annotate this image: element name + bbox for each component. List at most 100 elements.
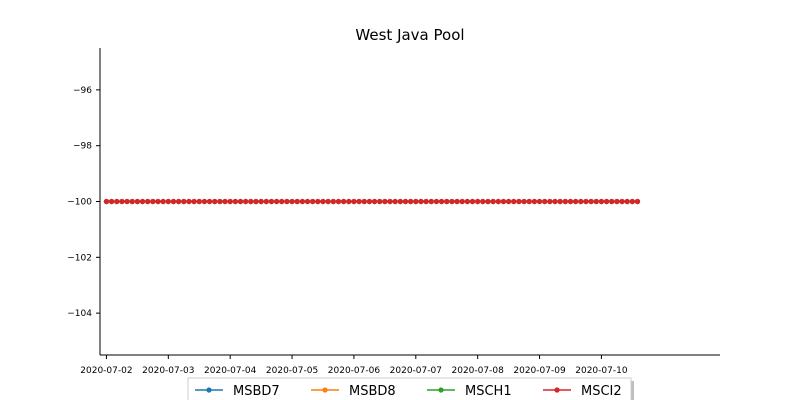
data-point: [526, 198, 532, 205]
data-point: [330, 198, 336, 205]
data-point: [268, 198, 275, 205]
data-point: [160, 198, 166, 205]
data-point: [397, 198, 403, 205]
data-point: [304, 198, 311, 205]
data-point: [109, 198, 115, 205]
data-point: [170, 198, 177, 205]
data-point: [341, 198, 347, 205]
legend-label: MSBD8: [349, 384, 396, 399]
data-point: [634, 198, 641, 205]
data-point: [428, 198, 434, 205]
data-point: [237, 198, 244, 205]
data-point: [531, 198, 537, 205]
x-tick-label: 2020-07-03: [142, 366, 194, 376]
data-point: [206, 198, 213, 205]
data-point: [583, 198, 589, 205]
data-point: [485, 198, 491, 205]
chart-title: West Java Pool: [355, 26, 464, 44]
y-tick-label: −102: [67, 253, 92, 263]
data-point: [263, 198, 269, 205]
data-point: [310, 198, 316, 205]
data-point: [578, 198, 584, 205]
legend-marker: [322, 387, 328, 393]
data-point: [475, 198, 481, 205]
y-tick-label: −96: [73, 86, 92, 96]
data-point: [114, 198, 120, 205]
data-point: [464, 198, 470, 205]
data-point: [145, 198, 151, 205]
data-point: [284, 198, 290, 205]
data-point: [469, 198, 476, 205]
data-point: [413, 198, 419, 205]
data-point: [191, 198, 197, 205]
data-point: [279, 198, 285, 205]
data-point: [392, 198, 398, 205]
y-ticks: −96 −98 −100 −102 −104: [67, 86, 100, 319]
x-tick-label: 2020-07-10: [575, 366, 628, 376]
y-tick-label: −100: [67, 198, 92, 208]
data-point: [165, 198, 171, 205]
data-point: [129, 198, 135, 205]
data-point: [536, 198, 543, 205]
y-tick-label: −98: [73, 142, 92, 152]
legend-items: MSBD7 MSBD8 MSCH1 MSCI2: [195, 384, 622, 399]
data-point: [609, 198, 615, 205]
data-point: [201, 198, 208, 205]
data-point: [124, 198, 130, 205]
data-point: [366, 198, 372, 205]
series-msci2: [103, 198, 641, 205]
data-point: [588, 198, 594, 205]
legend-label: MSBD7: [233, 384, 280, 399]
x-tick-label: 2020-07-07: [390, 366, 442, 376]
x-tick-label: 2020-07-08: [452, 366, 505, 376]
data-point: [619, 198, 625, 205]
data-point: [614, 198, 620, 205]
data-point: [186, 198, 192, 205]
data-point: [444, 198, 450, 205]
data-point: [222, 198, 228, 205]
data-point: [438, 198, 445, 205]
legend-label: MSCH1: [465, 384, 512, 399]
data-point: [593, 198, 599, 205]
data-point: [511, 198, 517, 205]
data-point: [361, 198, 367, 205]
legend-box: [187, 377, 632, 400]
data-point: [567, 198, 574, 205]
data-point: [542, 198, 548, 205]
data-point: [490, 198, 496, 205]
data-point: [382, 198, 388, 205]
data-point: [423, 198, 429, 205]
data-point: [315, 198, 321, 205]
data-point: [506, 198, 512, 205]
data-point: [603, 198, 610, 205]
x-tick-label: 2020-07-04: [204, 366, 257, 376]
legend-marker: [206, 387, 212, 393]
data-point: [402, 198, 409, 205]
data-point: [346, 198, 352, 205]
x-tick-label: 2020-07-05: [266, 366, 318, 376]
y-tick-label: −104: [67, 309, 92, 319]
data-point: [176, 198, 182, 205]
data-point: [449, 198, 455, 205]
data-point: [408, 198, 414, 205]
data-point: [377, 198, 383, 205]
data-point: [253, 198, 259, 205]
data-point: [299, 198, 305, 205]
data-point: [552, 198, 558, 205]
x-tick-label: 2020-07-06: [328, 366, 381, 376]
data-point: [495, 198, 501, 205]
x-tick-label: 2020-07-02: [80, 366, 132, 376]
data-point: [418, 198, 424, 205]
data-point: [371, 198, 378, 205]
legend: MSBD7 MSBD8 MSCH1 MSCI2: [187, 377, 634, 400]
data-point: [103, 198, 110, 205]
legend-marker: [438, 387, 444, 393]
data-point: [598, 198, 605, 205]
data-point: [119, 198, 125, 205]
data-point: [516, 198, 522, 205]
x-tick-label: 2020-07-09: [513, 366, 566, 376]
data-point: [139, 198, 146, 205]
data-point: [134, 198, 140, 205]
data-point: [294, 198, 300, 205]
